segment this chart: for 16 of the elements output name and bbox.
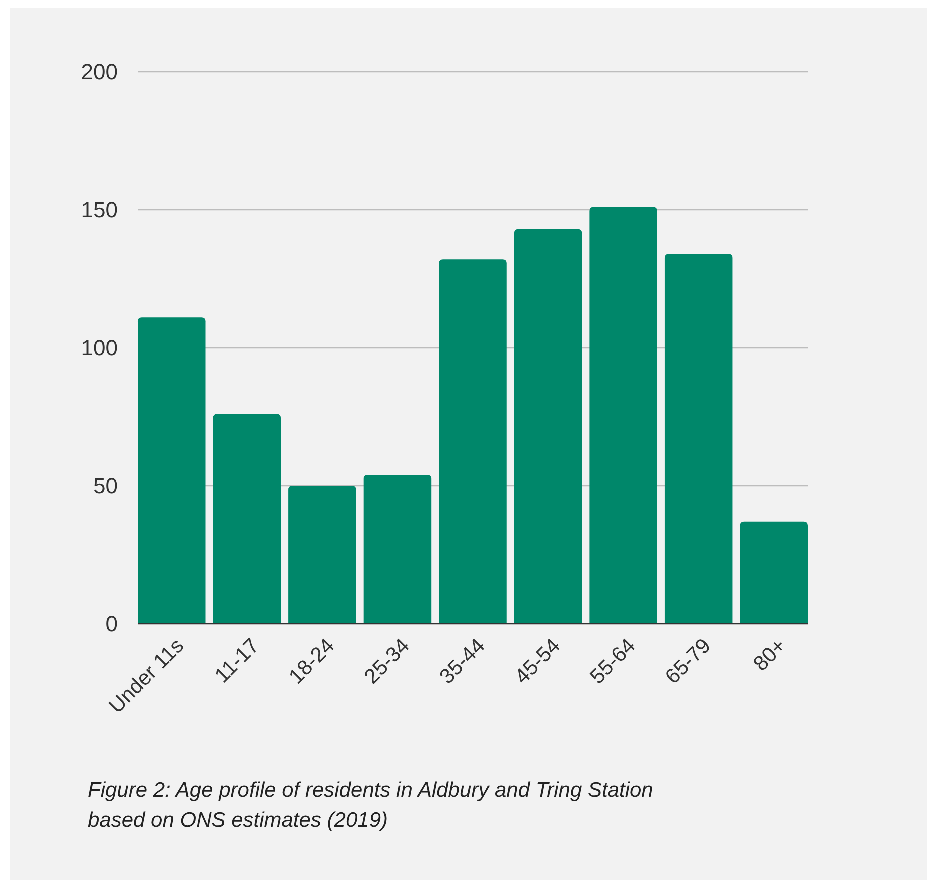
bar (213, 414, 282, 624)
bar (740, 522, 808, 624)
y-tick-label: 100 (81, 336, 118, 361)
bar (590, 207, 658, 624)
y-tick-label: 200 (81, 60, 118, 85)
x-tick-label: 80+ (749, 634, 791, 676)
caption: Figure 2: Age profile of residents in Aldbury and Tring Station based on ONS estimates (2019) (88, 779, 654, 832)
bar (364, 474, 432, 624)
y-tick-label: 0 (106, 612, 118, 637)
bar (514, 229, 582, 624)
bar (664, 254, 733, 624)
y-tick-label: 50 (94, 474, 118, 499)
bar (288, 486, 356, 624)
bar (439, 260, 507, 624)
bar (138, 318, 206, 624)
y-tick-label: 150 (81, 198, 118, 223)
